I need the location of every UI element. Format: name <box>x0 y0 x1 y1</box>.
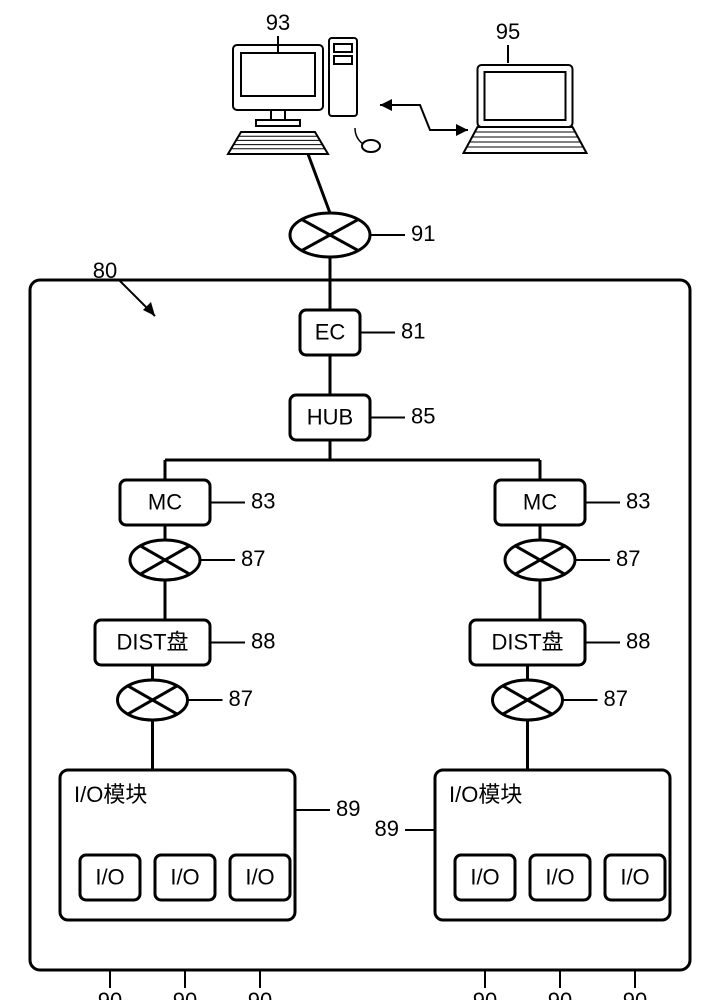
svg-text:I/O: I/O <box>470 864 499 889</box>
svg-text:89: 89 <box>336 796 360 821</box>
io-1-2: I/O <box>605 855 665 900</box>
dist-box-0: DIST盘 <box>95 620 210 665</box>
io-1-1-ref: 90 <box>548 970 572 1000</box>
svg-text:87: 87 <box>241 546 265 571</box>
svg-text:90: 90 <box>173 988 197 1000</box>
io-0-2: I/O <box>230 855 290 900</box>
svg-text:81: 81 <box>401 318 425 343</box>
svg-text:I/O模块: I/O模块 <box>449 782 522 807</box>
svg-text:91: 91 <box>411 221 435 246</box>
switch-91 <box>290 213 370 257</box>
switch-91-ref: 91 <box>370 221 435 246</box>
svg-text:83: 83 <box>626 488 650 513</box>
io-0-1: I/O <box>155 855 215 900</box>
io-0-1-ref: 90 <box>173 970 197 1000</box>
svg-text:I/O: I/O <box>95 864 124 889</box>
svg-text:DIST盘: DIST盘 <box>116 629 188 654</box>
svg-text:88: 88 <box>251 628 275 653</box>
svg-text:I/O模块: I/O模块 <box>74 782 147 807</box>
svg-text:95: 95 <box>496 19 520 44</box>
switch87b-0 <box>118 680 188 720</box>
svg-text:80: 80 <box>93 258 117 283</box>
svg-text:90: 90 <box>248 988 272 1000</box>
dist-box-1: DIST盘 <box>470 620 585 665</box>
svg-text:90: 90 <box>548 988 572 1000</box>
io-1-0-ref: 90 <box>473 970 497 1000</box>
io-0-2-ref: 90 <box>248 970 272 1000</box>
io-1-1: I/O <box>530 855 590 900</box>
switch87a-0 <box>130 540 200 580</box>
svg-text:87: 87 <box>229 686 253 711</box>
switch87b-1 <box>493 680 563 720</box>
svg-text:88: 88 <box>626 628 650 653</box>
io-1-0: I/O <box>455 855 515 900</box>
svg-text:90: 90 <box>623 988 647 1000</box>
svg-text:93: 93 <box>266 10 290 35</box>
svg-text:MC: MC <box>523 489 557 514</box>
ec-box: EC <box>300 310 360 355</box>
io-0-0-ref: 90 <box>98 970 122 1000</box>
svg-text:90: 90 <box>98 988 122 1000</box>
hub-box: HUB <box>290 395 370 440</box>
link-arrow <box>380 105 468 130</box>
svg-text:MC: MC <box>148 489 182 514</box>
svg-text:89: 89 <box>375 816 399 841</box>
svg-text:EC: EC <box>315 319 346 344</box>
io-0-0: I/O <box>80 855 140 900</box>
svg-text:87: 87 <box>604 686 628 711</box>
svg-text:83: 83 <box>251 488 275 513</box>
svg-text:I/O: I/O <box>620 864 649 889</box>
laptop-computer <box>464 65 587 153</box>
desktop-computer <box>228 38 380 154</box>
svg-text:DIST盘: DIST盘 <box>491 629 563 654</box>
svg-text:90: 90 <box>473 988 497 1000</box>
svg-text:I/O: I/O <box>545 864 574 889</box>
svg-text:I/O: I/O <box>245 864 274 889</box>
io-1-2-ref: 90 <box>623 970 647 1000</box>
svg-text:85: 85 <box>411 403 435 428</box>
mc-box-0: MC <box>120 480 210 525</box>
svg-text:HUB: HUB <box>307 404 353 429</box>
svg-text:87: 87 <box>616 546 640 571</box>
switch87a-1 <box>505 540 575 580</box>
svg-text:I/O: I/O <box>170 864 199 889</box>
mc-box-1: MC <box>495 480 585 525</box>
